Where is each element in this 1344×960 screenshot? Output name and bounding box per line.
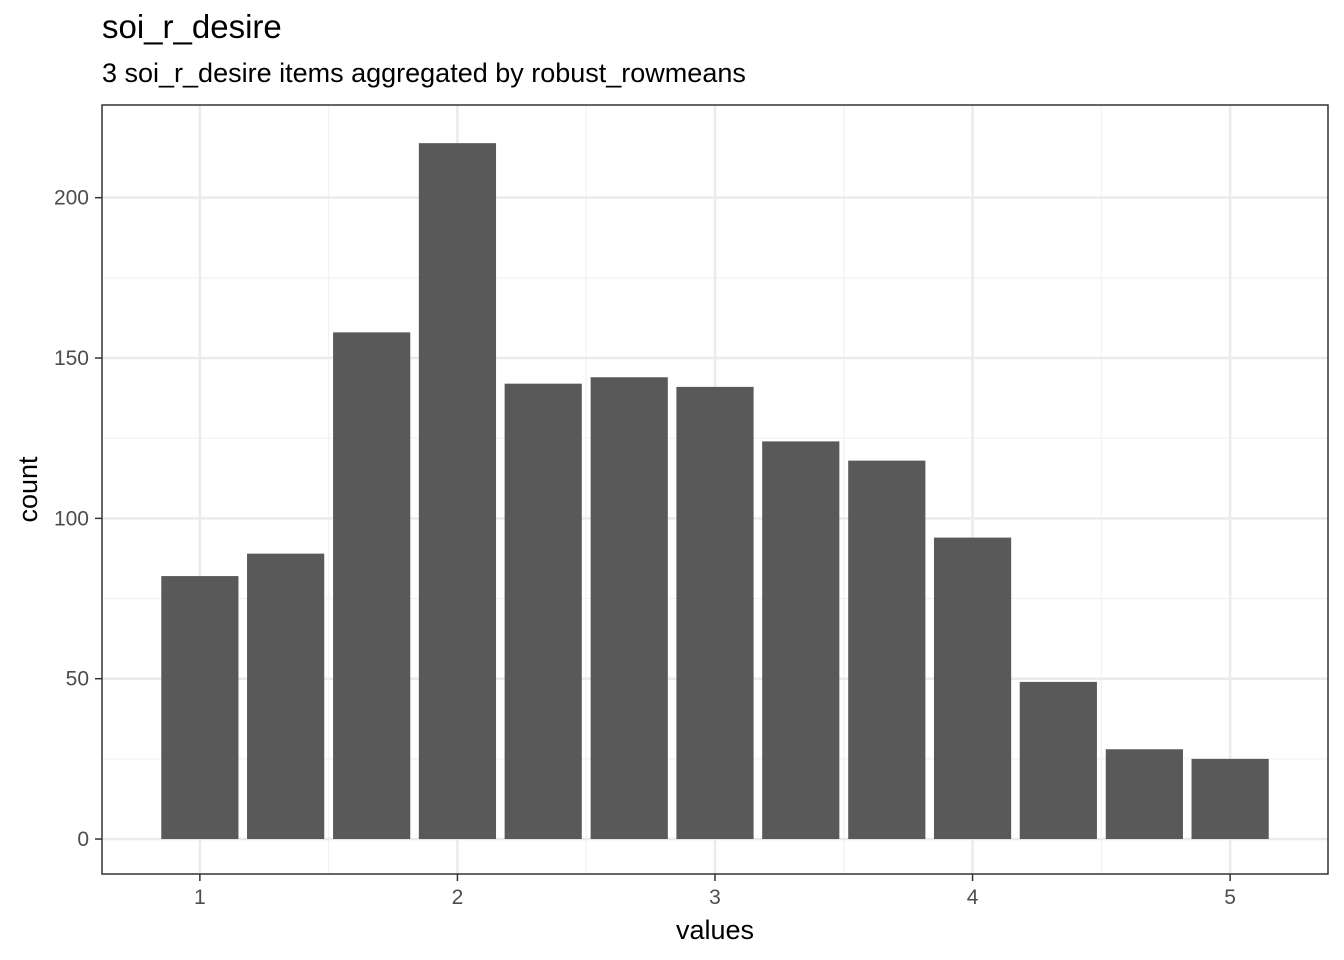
- x-tick-label: 3: [709, 886, 721, 909]
- x-axis-title: values: [676, 915, 754, 945]
- chart-title: soi_r_desire: [102, 8, 282, 45]
- y-tick-label: 150: [54, 347, 89, 370]
- histogram-bar: [418, 143, 497, 840]
- y-tick-label: 0: [77, 828, 89, 851]
- x-tick-label: 1: [194, 886, 206, 909]
- chart-subtitle: 3 soi_r_desire items aggregated by robus…: [102, 58, 746, 88]
- bar-layer: [161, 143, 1269, 840]
- histogram-bar: [676, 386, 754, 840]
- histogram-bar: [933, 537, 1012, 840]
- y-axis-title: count: [13, 456, 43, 523]
- histogram-bar: [161, 576, 239, 840]
- histogram-bar: [762, 441, 840, 840]
- axis-layer: 0 50 100 150 200 1 2 3 4 5: [54, 187, 1236, 909]
- x-tick-label: 5: [1224, 886, 1236, 909]
- histogram-bar: [504, 383, 582, 840]
- histogram-bar: [1191, 758, 1269, 840]
- histogram-bar: [1019, 681, 1097, 840]
- x-tick-label: 4: [967, 886, 979, 909]
- y-tick-label: 200: [54, 187, 89, 210]
- y-tick-label: 50: [66, 668, 89, 691]
- histogram-bar: [848, 460, 926, 840]
- x-tick-label: 2: [452, 886, 464, 909]
- histogram-bar: [590, 377, 668, 840]
- histogram-bar: [1105, 749, 1183, 840]
- histogram-bar: [247, 553, 325, 840]
- histogram-bar: [333, 332, 411, 840]
- y-tick-label: 100: [54, 507, 89, 530]
